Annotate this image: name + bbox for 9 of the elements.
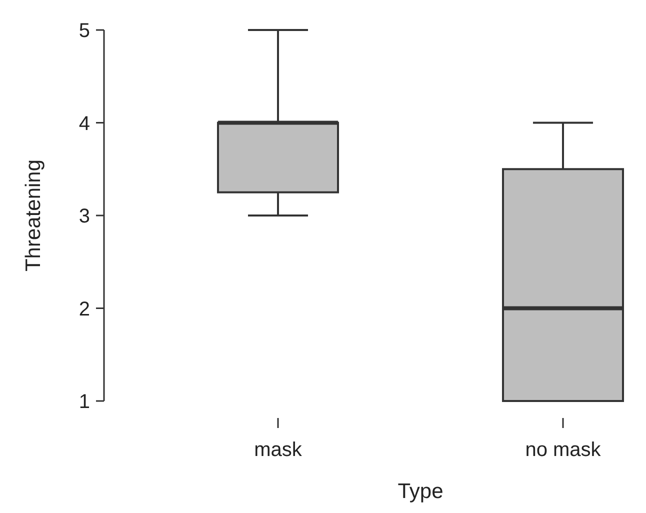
- x-tick-label: mask: [254, 439, 303, 461]
- x-tick-label: no mask: [525, 439, 602, 461]
- y-tick-label: 1: [78, 391, 90, 413]
- y-tick-label: 2: [78, 298, 90, 320]
- y-tick-label: 5: [78, 20, 90, 42]
- y-tick-label: 3: [78, 206, 90, 228]
- y-tick-label: 4: [78, 112, 90, 135]
- x-axis-title: Type: [398, 480, 444, 503]
- y-axis-title: Threatening: [22, 159, 45, 272]
